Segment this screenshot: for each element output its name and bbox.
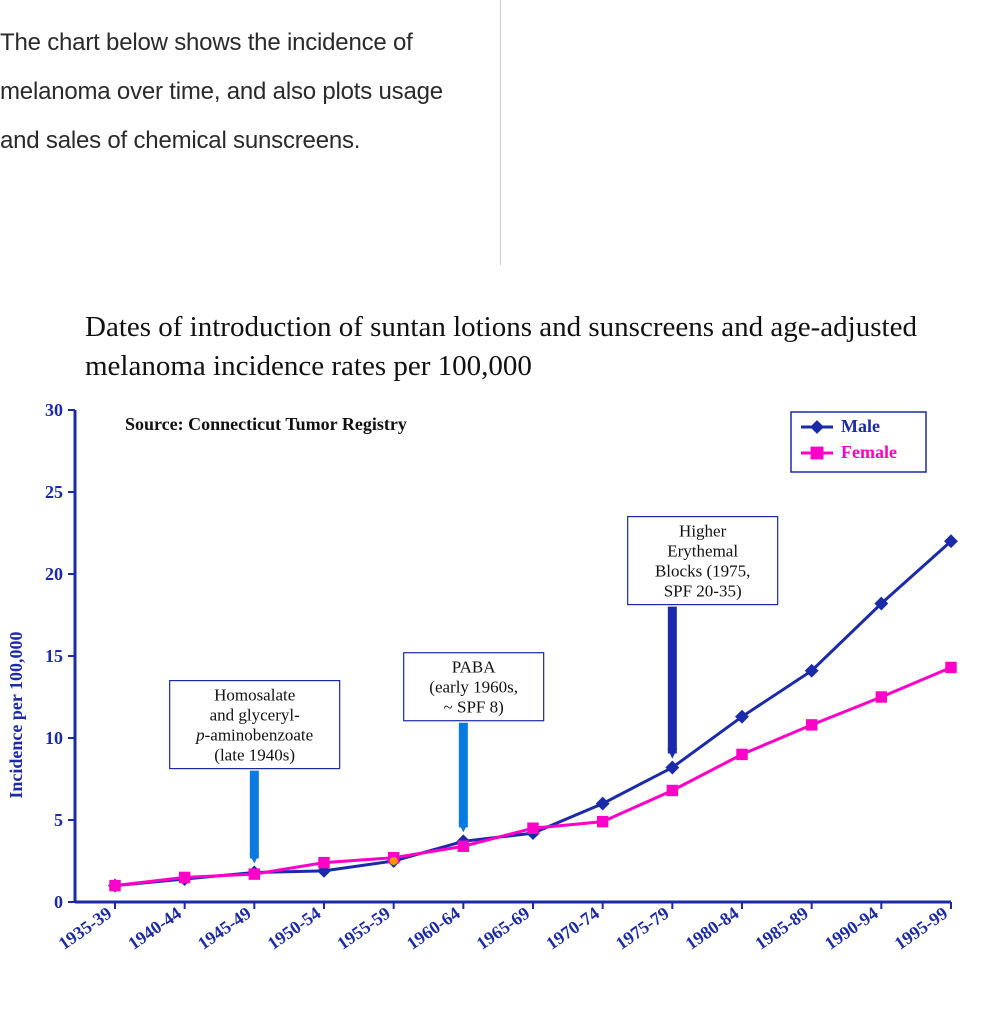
xtick-label: 1970-74	[542, 903, 603, 954]
extra-marker	[390, 857, 398, 865]
xtick-label: 1940-44	[124, 903, 185, 954]
annotation-text: (late 1940s)	[214, 746, 295, 765]
xtick-label: 1995-99	[891, 903, 952, 954]
ytick-label: 25	[45, 482, 63, 502]
xtick-label: 1985-89	[751, 903, 812, 954]
source-label: Source: Connecticut Tumor Registry	[125, 414, 407, 434]
ytick-label: 20	[45, 564, 63, 584]
annotation-text: SPF 20-35)	[664, 582, 742, 601]
ytick-label: 5	[54, 810, 63, 830]
annotation-text: PABA	[452, 658, 497, 677]
xtick-label: 1960-64	[403, 903, 464, 954]
ytick-label: 10	[45, 728, 63, 748]
annotation-text: Erythemal	[667, 542, 738, 561]
annotation-text: and glyceryl-	[210, 706, 300, 725]
ytick-label: 15	[45, 646, 63, 666]
chart-title: Dates of introduction of suntan lotions …	[85, 308, 965, 386]
page-root: The chart below shows the incidence of m…	[0, 0, 981, 1017]
xtick-label: 1965-69	[473, 903, 534, 954]
annotation-text: Higher	[679, 522, 727, 541]
xtick-label: 1950-54	[264, 903, 325, 954]
annotation-text: Homosalate	[214, 686, 295, 705]
legend-label: Female	[841, 442, 897, 462]
annotation-text: (early 1960s,	[429, 678, 518, 697]
annotation-text: ~ SPF 8)	[444, 698, 504, 717]
xtick-label: 1935-39	[55, 903, 116, 954]
xtick-label: 1975-79	[612, 903, 673, 954]
xtick-label: 1945-49	[194, 903, 255, 954]
chart-container: 0 5 10 15 20 25 30 Incidence per 100,000 Source:…	[0, 392, 981, 992]
intro-paragraph: The chart below shows the incidence of m…	[0, 18, 455, 166]
ytick-label: 0	[54, 892, 63, 912]
xtick-label: 1955-59	[333, 903, 394, 954]
legend-label: Male	[841, 416, 880, 436]
vertical-divider	[500, 0, 501, 265]
chart-svg: 0 5 10 15 20 25 30 Incidence per 100,000 Source:…	[0, 392, 981, 992]
xtick-label: 1990-94	[821, 903, 882, 954]
annotation-text: p-aminobenzoate	[195, 726, 313, 745]
y-axis-title: Incidence per 100,000	[6, 631, 26, 798]
xtick-label: 1980-84	[682, 903, 743, 954]
ytick-label: 30	[45, 400, 63, 420]
annotation-text: Blocks (1975,	[655, 562, 750, 581]
